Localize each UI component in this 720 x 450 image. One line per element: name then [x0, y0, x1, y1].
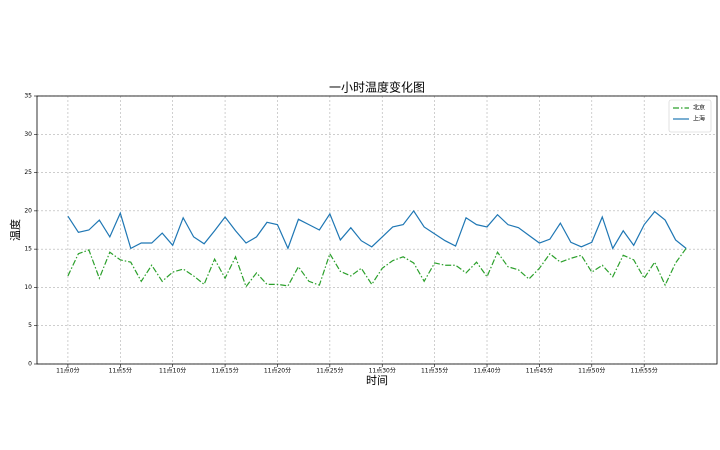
y-tick-label: 20 [24, 207, 32, 214]
y-tick-label: 0 [28, 361, 32, 368]
x-tick-label: 11点20分 [264, 367, 291, 375]
x-tick-label: 11点50分 [578, 367, 605, 375]
y-tick-label: 35 [24, 93, 32, 100]
x-tick-label: 11点55分 [631, 367, 658, 375]
y-tick-label: 10 [24, 284, 32, 291]
x-tick-label: 11点25分 [316, 367, 343, 375]
x-tick-label: 11点10分 [159, 367, 186, 375]
y-tick-label: 15 [24, 246, 32, 253]
legend-label: 北京 [693, 104, 705, 112]
y-tick-label: 25 [24, 169, 32, 176]
x-tick-label: 11点40分 [473, 367, 500, 375]
x-tick-label: 11点5分 [109, 367, 132, 375]
x-tick-label: 11点35分 [421, 367, 448, 375]
x-tick-label: 11点30分 [369, 367, 396, 375]
y-tick-label: 30 [24, 131, 32, 138]
y-axis-label: 温度 [8, 219, 22, 241]
data-line [67, 248, 687, 288]
chart-title: 一小时温度变化图 [329, 80, 425, 95]
data-line [67, 209, 687, 250]
x-tick-label: 11点45分 [526, 367, 553, 375]
x-tick-label: 11点0分 [56, 367, 79, 375]
x-axis-label: 时间 [366, 374, 388, 387]
plot-frame [36, 95, 718, 365]
x-tick-label: 11点15分 [211, 367, 238, 375]
legend-label: 上海 [693, 115, 705, 123]
legend-box [668, 99, 712, 133]
y-tick-label: 5 [28, 322, 32, 329]
